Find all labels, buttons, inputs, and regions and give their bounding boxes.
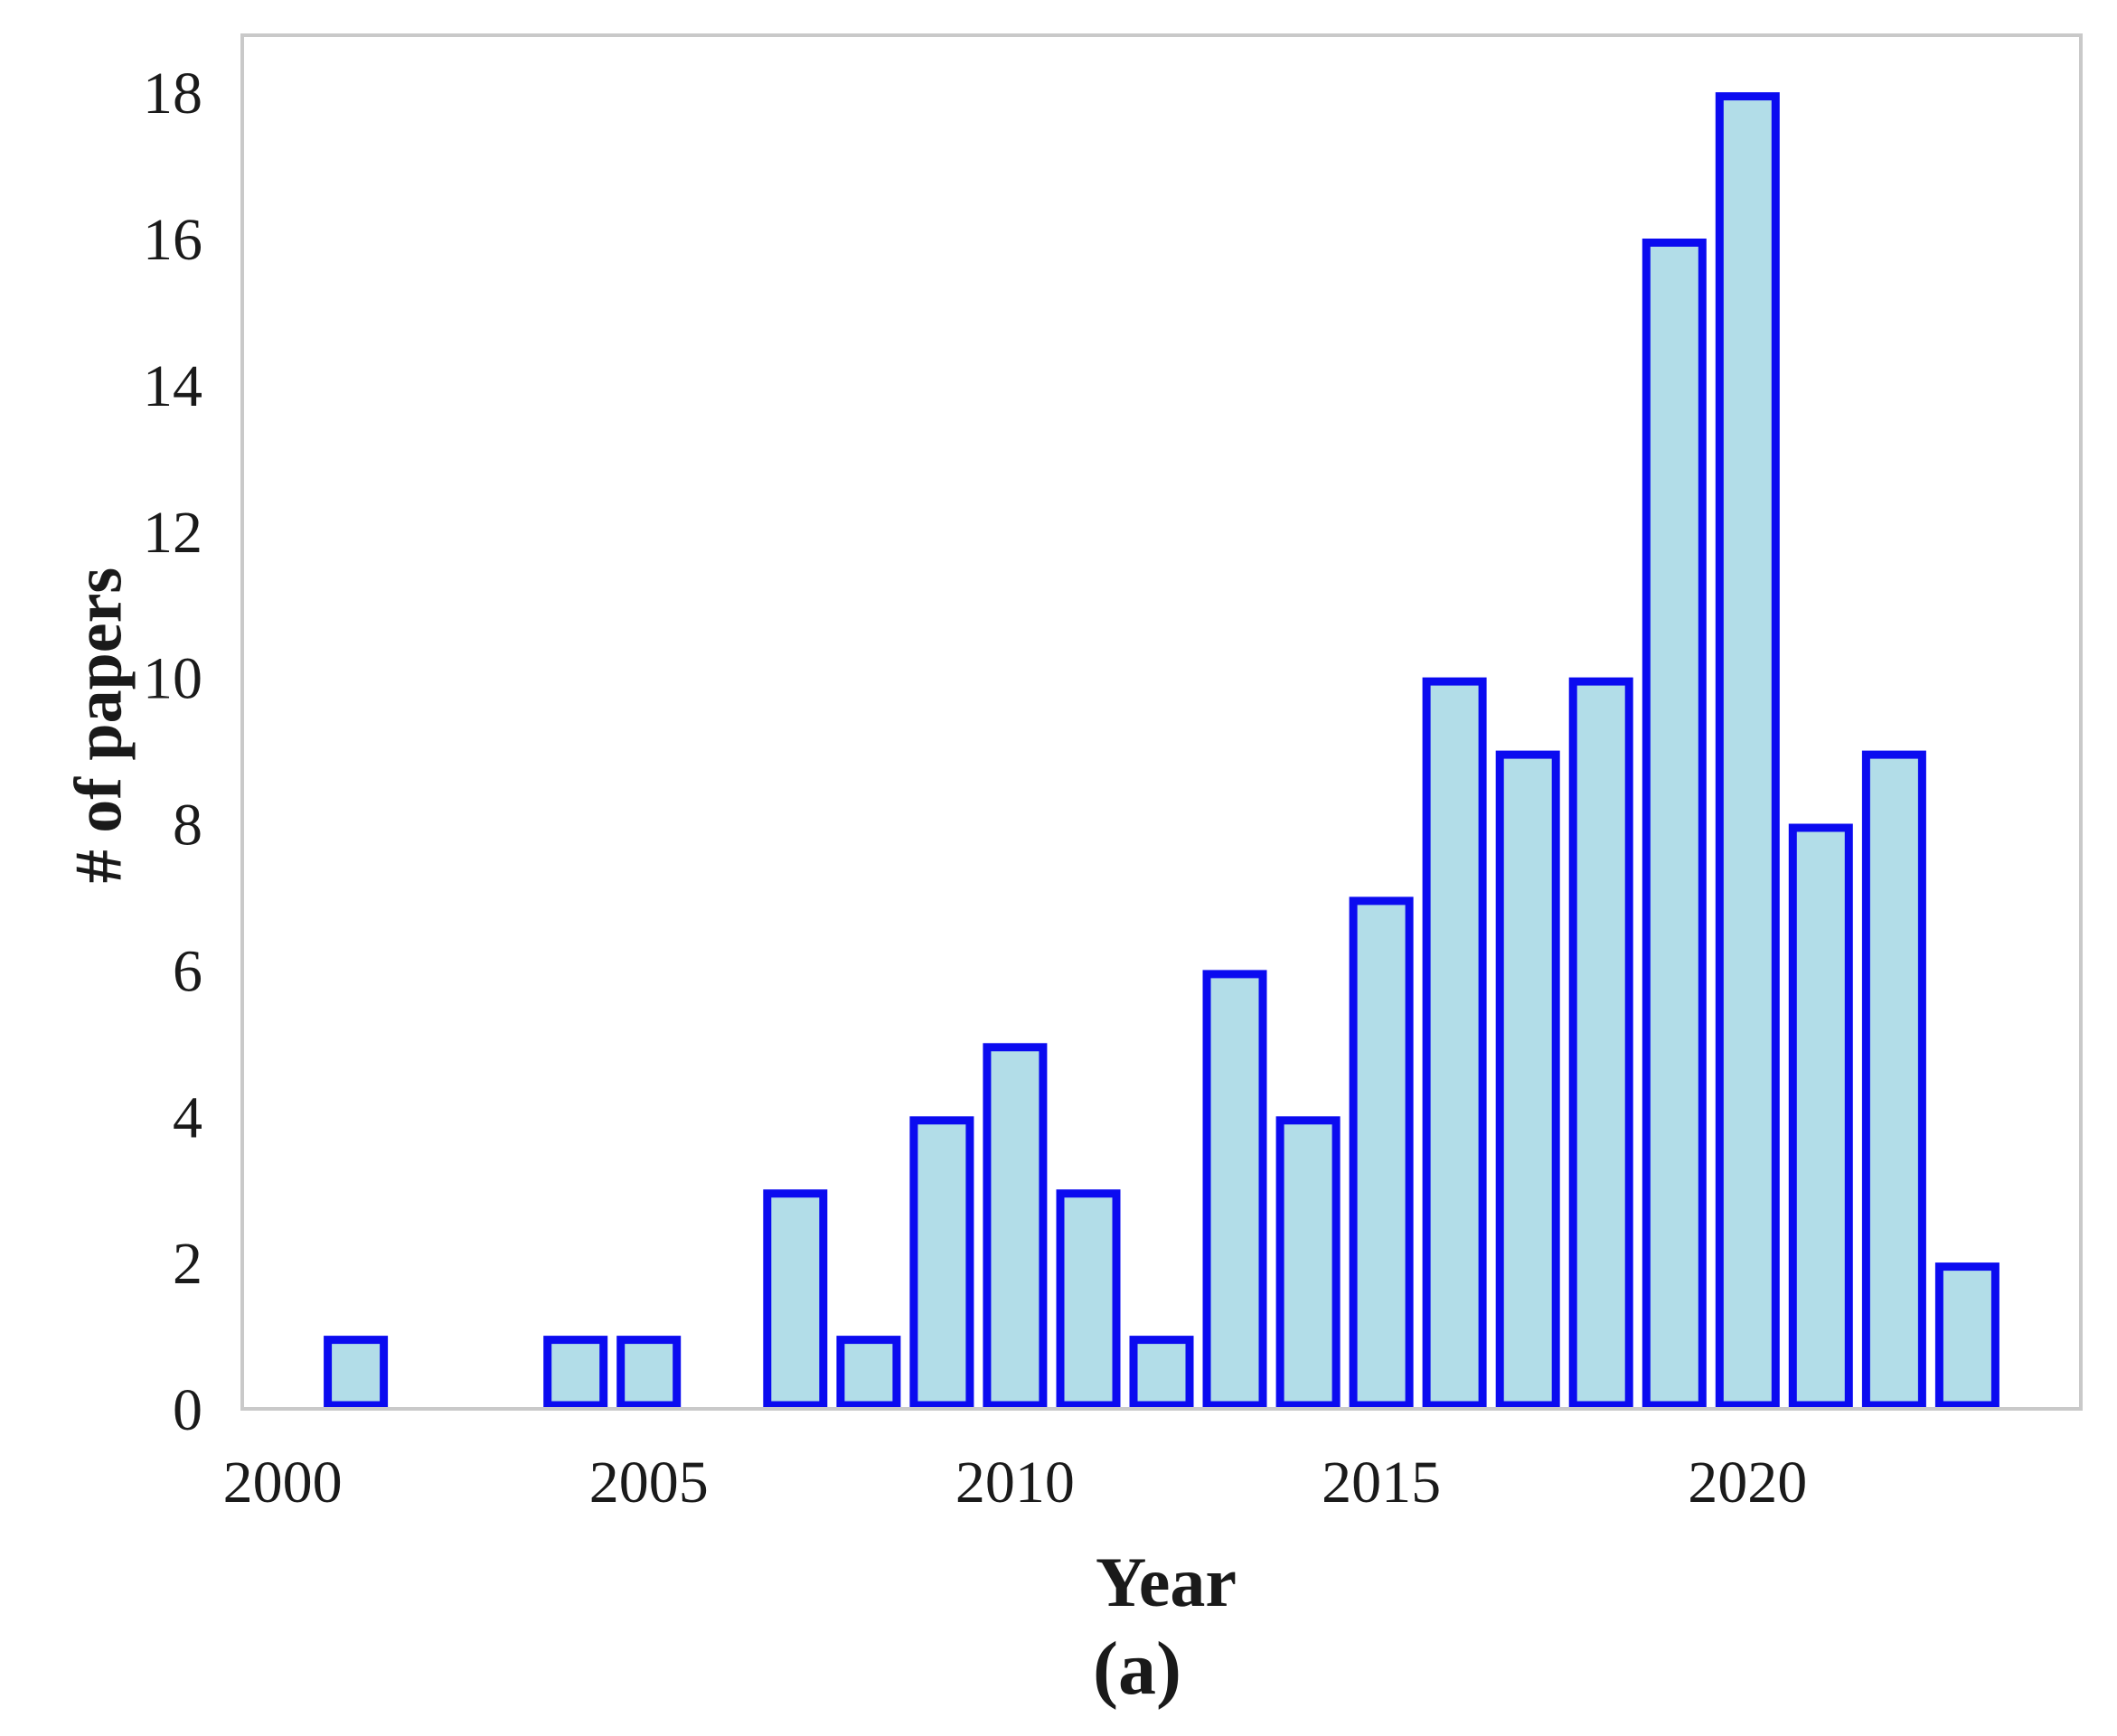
- x-tick-label: 2005: [589, 1450, 709, 1515]
- bar-2005: [616, 1336, 682, 1410]
- y-tick-label: 2: [173, 1231, 202, 1297]
- y-tick-label: 14: [143, 353, 202, 419]
- bar-2017: [1495, 750, 1560, 1410]
- y-axis-title: # of papers: [61, 567, 136, 884]
- bar-2019: [1642, 239, 1707, 1410]
- bar-2020: [1715, 92, 1780, 1410]
- bar-2001: [324, 1336, 389, 1410]
- y-tick-label: 4: [173, 1084, 202, 1150]
- bar-2015: [1349, 896, 1414, 1410]
- bar-2009: [909, 1116, 974, 1410]
- x-axis-title: Year: [1096, 1543, 1237, 1621]
- y-tick-label: 0: [173, 1377, 202, 1443]
- y-tick-label: 12: [143, 500, 202, 566]
- y-tick-label: 16: [143, 207, 202, 273]
- bar-2022: [1861, 750, 1926, 1410]
- plot-border: [240, 33, 2083, 1411]
- y-tick-label: 10: [143, 646, 202, 712]
- bar-2018: [1568, 677, 1633, 1410]
- bar-2023: [1934, 1262, 1999, 1410]
- bar-2004: [543, 1336, 608, 1410]
- bar-2012: [1129, 1336, 1194, 1410]
- bar-2010: [983, 1043, 1048, 1410]
- x-tick-label: 2020: [1688, 1450, 1807, 1515]
- bar-2014: [1275, 1116, 1341, 1410]
- x-tick-label: 2010: [955, 1450, 1075, 1515]
- bar-2011: [1056, 1189, 1121, 1410]
- bar-2013: [1202, 970, 1267, 1410]
- y-tick-label: 6: [173, 938, 202, 1004]
- bar-2007: [763, 1189, 828, 1410]
- x-tick-label: 2015: [1322, 1450, 1441, 1515]
- x-tick-label: 2000: [223, 1450, 343, 1515]
- subfigure-caption: (a): [1093, 1627, 1181, 1711]
- bar-2008: [836, 1336, 901, 1410]
- bar-2021: [1788, 823, 1853, 1410]
- y-tick-label: 8: [173, 793, 202, 859]
- bar-2016: [1422, 677, 1487, 1410]
- y-tick-label: 18: [143, 61, 202, 127]
